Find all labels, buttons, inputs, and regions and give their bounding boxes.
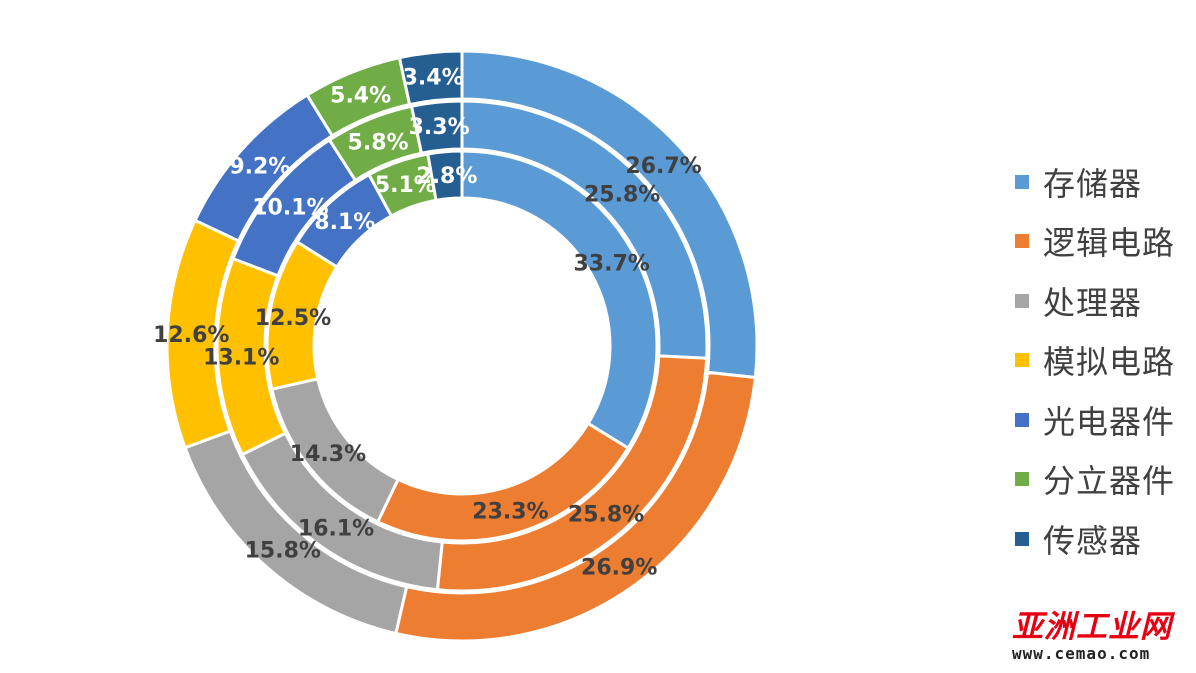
data-label: 9.2% [229,155,290,180]
data-label: 33.7% [574,251,650,276]
donut-slice[interactable] [460,149,659,451]
data-label: 5.1% [375,173,436,198]
watermark-url: www.cemao.com [1012,644,1151,663]
legend-item-sensors[interactable]: 传感器 [1015,509,1175,569]
data-label: 2.8% [416,164,477,189]
data-label: 12.5% [255,306,331,331]
data-label: 26.7% [625,154,701,179]
legend-item-optoelectronics[interactable]: 光电器件 [1015,390,1175,450]
legend-label: 模拟电路 [1043,343,1176,382]
legend: 存储器 逻辑电路 处理器 模拟电路 光电器件 分立器件 传感器 [1015,152,1175,569]
legend-swatch [1015,174,1029,189]
data-label: 5.8% [348,131,409,156]
legend-swatch [1015,234,1029,249]
data-label: 13.1% [203,345,279,370]
data-label: 5.4% [330,84,391,109]
legend-item-processor[interactable]: 处理器 [1015,271,1175,331]
data-label: 8.1% [314,210,375,235]
legend-swatch [1015,531,1029,546]
data-label: 26.9% [581,556,657,581]
donut-slice[interactable] [409,99,464,155]
data-label: 23.3% [472,500,548,525]
data-label: 16.1% [298,517,374,542]
legend-label: 逻辑电路 [1043,224,1176,263]
legend-label: 传感器 [1043,521,1143,560]
data-label: 3.4% [403,66,464,91]
legend-swatch [1015,353,1029,368]
donut-slice[interactable] [426,149,464,203]
data-label: 12.6% [153,323,229,348]
legend-swatch [1015,293,1029,308]
legend-label: 分立器件 [1043,462,1176,501]
data-label: 3.3% [409,115,470,140]
data-label: 10.1% [252,196,328,221]
watermark-logo: 亚洲工业网 www.cemao.com [1012,610,1190,663]
legend-swatch [1015,472,1029,487]
donut-slice[interactable] [397,49,464,107]
legend-item-discrete-devices[interactable]: 分立器件 [1015,450,1175,510]
legend-label: 存储器 [1043,164,1143,203]
donut-chart: 33.7% 23.3% 14.3% 12.5% 8.1%5.1%2.8% 25.8% 25.… [153,49,759,643]
data-label: 25.8% [568,503,644,528]
legend-label: 处理器 [1043,283,1143,322]
data-label: 14.3% [290,442,366,467]
legend-label: 光电器件 [1043,402,1176,441]
data-label: 25.8% [584,183,660,208]
legend-item-logic-circuit[interactable]: 逻辑电路 [1015,212,1175,272]
legend-item-memory[interactable]: 存储器 [1015,152,1175,212]
watermark-name: 亚洲工业网 [1012,609,1172,645]
data-label: 15.8% [245,538,321,563]
legend-item-analog-circuit[interactable]: 模拟电路 [1015,331,1175,391]
legend-swatch [1015,412,1029,427]
